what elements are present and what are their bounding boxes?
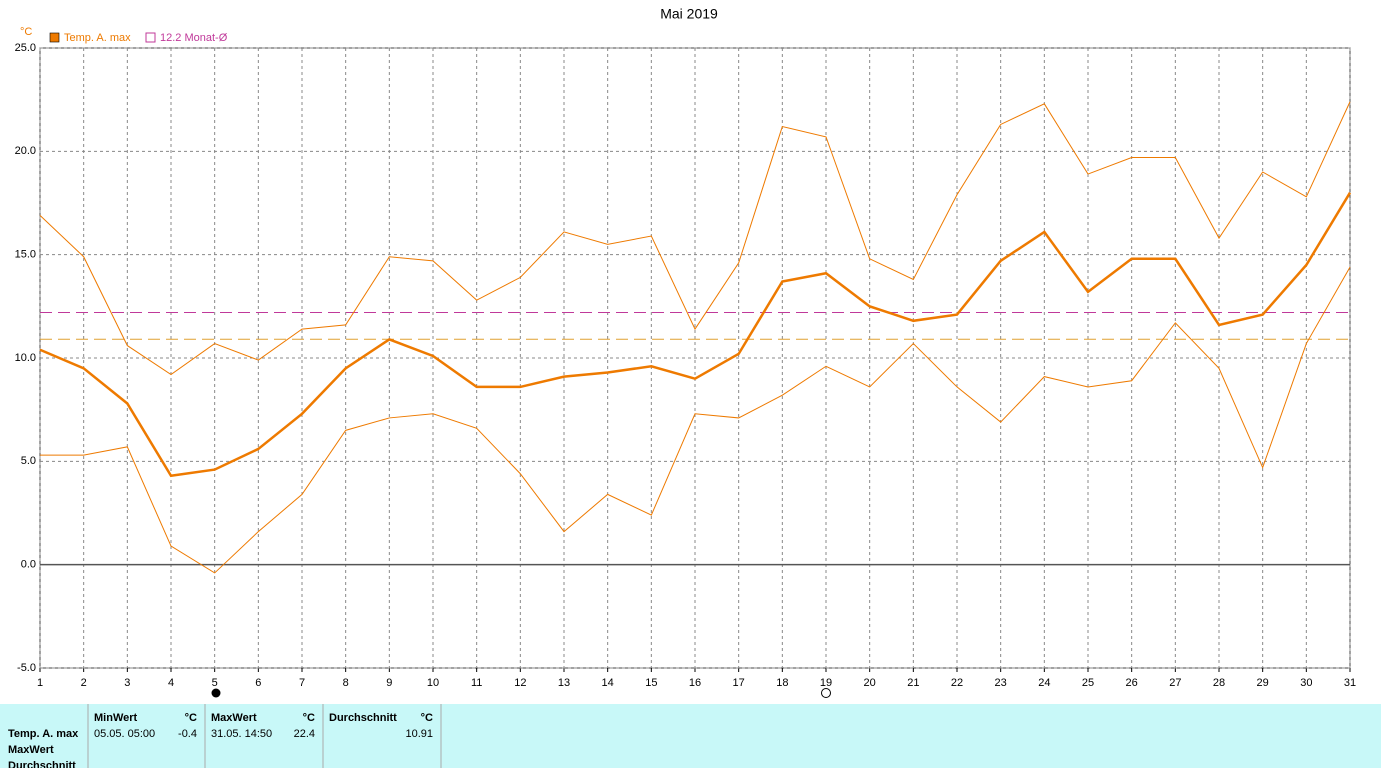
- cell-value: 10.91: [405, 728, 433, 740]
- x-tick-label: 11: [471, 677, 482, 689]
- x-tick-label: 2: [81, 677, 87, 689]
- unit-label: °C: [20, 26, 32, 38]
- cell-value: 22.4: [294, 728, 315, 740]
- x-tick-label: 3: [124, 677, 130, 689]
- x-tick-label: 20: [864, 677, 876, 689]
- row-label: Durchschnitt: [8, 760, 76, 768]
- cell-time: 05.05. 05:00: [94, 728, 155, 740]
- x-tick-label: 8: [343, 677, 349, 689]
- col-header: MinWert: [94, 712, 138, 724]
- x-tick-label: 4: [168, 677, 174, 689]
- x-tick-label: 26: [1126, 677, 1138, 689]
- x-tick-label: 17: [733, 677, 745, 689]
- table-bg: [0, 704, 1381, 768]
- cell-value: -0.4: [178, 728, 197, 740]
- x-tick-label: 10: [427, 677, 439, 689]
- row-label: Temp. A. max: [8, 728, 79, 740]
- x-tick-label: 15: [645, 677, 657, 689]
- row-label: MaxWert: [8, 744, 54, 756]
- y-tick-label: 0.0: [21, 559, 36, 571]
- x-tick-label: 12: [514, 677, 526, 689]
- x-tick-label: 7: [299, 677, 305, 689]
- x-tick-label: 14: [602, 677, 614, 689]
- x-tick-label: 6: [255, 677, 261, 689]
- series-line: [39, 192, 1352, 478]
- x-tick-label: 24: [1038, 677, 1050, 689]
- x-tick-label: 22: [951, 677, 963, 689]
- x-tick-label: 27: [1169, 677, 1181, 689]
- moon-full: [211, 688, 221, 698]
- y-tick-label: 5.0: [21, 455, 36, 467]
- y-tick-label: -5.0: [17, 662, 36, 674]
- legend-label: 12.2 Monat-Ø: [160, 32, 228, 44]
- x-tick-label: 19: [820, 677, 832, 689]
- x-tick-label: 29: [1257, 677, 1269, 689]
- y-tick-label: 15.0: [15, 249, 36, 261]
- y-tick-label: 20.0: [15, 145, 36, 157]
- moon-new: [821, 688, 831, 698]
- col-header: Durchschnitt: [329, 712, 397, 724]
- x-tick-label: 1: [37, 677, 43, 689]
- x-tick-label: 16: [689, 677, 701, 689]
- x-tick-label: 30: [1300, 677, 1312, 689]
- series-line: [39, 101, 1351, 376]
- x-tick-label: 13: [558, 677, 570, 689]
- legend-swatch: [145, 32, 156, 43]
- y-tick-label: 25.0: [15, 42, 36, 54]
- x-tick-label: 5: [212, 677, 218, 689]
- legend-label: Temp. A. max: [64, 32, 131, 44]
- x-tick-label: 21: [907, 677, 919, 689]
- x-tick-label: 31: [1344, 677, 1356, 689]
- x-tick-label: 18: [776, 677, 788, 689]
- col-unit: °C: [421, 712, 433, 724]
- chart-title: Mai 2019: [660, 6, 718, 22]
- x-tick-label: 23: [995, 677, 1007, 689]
- x-tick-label: 25: [1082, 677, 1094, 689]
- legend-swatch: [49, 32, 60, 43]
- y-tick-label: 10.0: [15, 352, 36, 364]
- x-tick-label: 9: [386, 677, 392, 689]
- col-unit: °C: [303, 712, 315, 724]
- series-line: [40, 266, 1351, 574]
- col-header: MaxWert: [211, 712, 257, 724]
- x-tick-label: 28: [1213, 677, 1225, 689]
- col-unit: °C: [185, 712, 197, 724]
- cell-time: 31.05. 14:50: [211, 728, 272, 740]
